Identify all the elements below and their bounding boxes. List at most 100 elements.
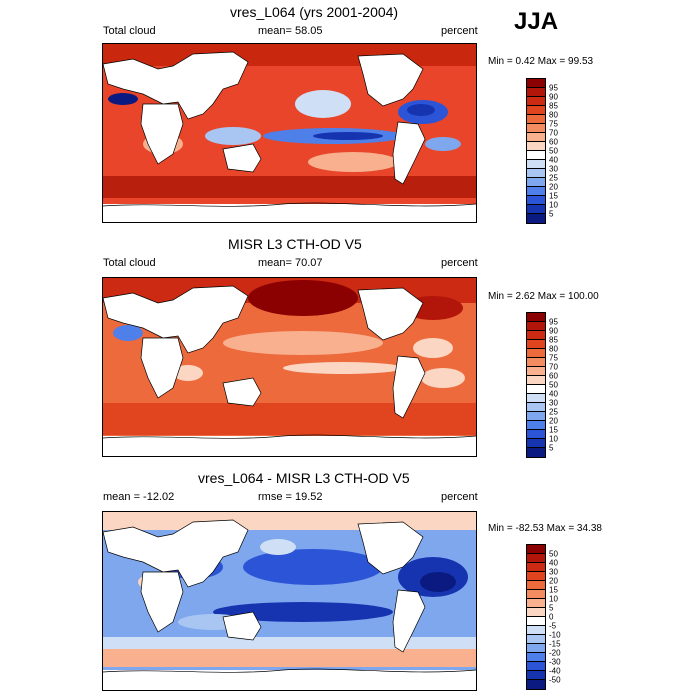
panel2-title: MISR L3 CTH-OD V5 [228, 236, 362, 252]
panel2-colorbar [526, 312, 546, 458]
colorbar-swatch [527, 439, 545, 448]
colorbar-tick-label: 5 [549, 209, 554, 219]
colorbar-tick-label: 80 [549, 344, 558, 354]
colorbar-swatch [527, 671, 545, 680]
colorbar-tick-label: -40 [549, 666, 561, 676]
colorbar-swatch [527, 349, 545, 358]
colorbar-tick-label: 15 [549, 585, 558, 595]
colorbar-tick-label: 60 [549, 371, 558, 381]
colorbar-tick-label: 5 [549, 443, 554, 453]
colorbar-tick-label: 95 [549, 317, 558, 327]
colorbar-tick-label: 50 [549, 146, 558, 156]
colorbar-tick-label: 30 [549, 164, 558, 174]
colorbar-tick-label: -15 [549, 639, 561, 649]
panel3-map [102, 511, 477, 691]
colorbar-swatch [527, 340, 545, 349]
colorbar-swatch [527, 124, 545, 133]
panel1-units-label: percent [441, 25, 478, 37]
colorbar-swatch [527, 554, 545, 563]
colorbar-swatch [527, 358, 545, 367]
colorbar-swatch [527, 617, 545, 626]
colorbar-swatch [527, 169, 545, 178]
colorbar-tick-label: 5 [549, 603, 554, 613]
panel3-minmax: Min = -82.53 Max = 34.38 [488, 523, 602, 534]
panel1-map [102, 43, 477, 223]
colorbar-swatch [527, 196, 545, 205]
colorbar-swatch [527, 214, 545, 223]
colorbar-swatch [527, 376, 545, 385]
colorbar-swatch [527, 160, 545, 169]
colorbar-swatch [527, 79, 545, 88]
colorbar-tick-label: 0 [549, 612, 554, 622]
panel2-minmax: Min = 2.62 Max = 100.00 [488, 291, 599, 302]
colorbar-swatch [527, 430, 545, 439]
panel3-rmse-label: rmse = 19.52 [258, 491, 323, 503]
colorbar-tick-label: 10 [549, 594, 558, 604]
colorbar-tick-label: 70 [549, 362, 558, 372]
colorbar-swatch [527, 590, 545, 599]
colorbar-swatch [527, 662, 545, 671]
colorbar-swatch [527, 412, 545, 421]
colorbar-swatch [527, 403, 545, 412]
colorbar-swatch [527, 322, 545, 331]
colorbar-swatch [527, 115, 545, 124]
colorbar-tick-label: 40 [549, 389, 558, 399]
colorbar-swatch [527, 644, 545, 653]
panel3-units-label: percent [441, 491, 478, 503]
panel2-units-label: percent [441, 257, 478, 269]
panel3-title: vres_L064 - MISR L3 CTH-OD V5 [198, 470, 410, 486]
colorbar-tick-label: 85 [549, 101, 558, 111]
colorbar-tick-label: 90 [549, 326, 558, 336]
colorbar-tick-label: 75 [549, 353, 558, 363]
colorbar-tick-label: 90 [549, 92, 558, 102]
season-label: JJA [514, 8, 559, 35]
colorbar-swatch [527, 142, 545, 151]
colorbar-swatch [527, 653, 545, 662]
colorbar-swatch [527, 572, 545, 581]
colorbar-swatch [527, 394, 545, 403]
colorbar-tick-label: 10 [549, 434, 558, 444]
panel3-mean-label: mean = -12.02 [103, 491, 175, 503]
colorbar-swatch [527, 205, 545, 214]
colorbar-swatch [527, 313, 545, 322]
colorbar-swatch [527, 367, 545, 376]
panel1-left-label: Total cloud [103, 25, 156, 37]
colorbar-tick-label: 15 [549, 425, 558, 435]
panel2-map [102, 277, 477, 457]
colorbar-tick-label: -50 [549, 675, 561, 685]
colorbar-tick-label: 85 [549, 335, 558, 345]
panel1-title: vres_L064 (yrs 2001-2004) [230, 4, 399, 20]
panel2-mean-label: mean= 70.07 [258, 257, 323, 269]
colorbar-tick-label: -5 [549, 621, 557, 631]
colorbar-swatch [527, 448, 545, 457]
colorbar-swatch [527, 599, 545, 608]
colorbar-swatch [527, 626, 545, 635]
panel3-colorbar [526, 544, 546, 690]
colorbar-tick-label: 40 [549, 155, 558, 165]
panel1-minmax: Min = 0.42 Max = 99.53 [488, 56, 594, 67]
colorbar-tick-label: -20 [549, 648, 561, 658]
colorbar-tick-label: 30 [549, 567, 558, 577]
colorbar-tick-label: 50 [549, 380, 558, 390]
colorbar-tick-label: 25 [549, 173, 558, 183]
colorbar-swatch [527, 97, 545, 106]
colorbar-tick-label: 20 [549, 576, 558, 586]
colorbar-swatch [527, 178, 545, 187]
colorbar-swatch [527, 581, 545, 590]
colorbar-swatch [527, 151, 545, 160]
colorbar-swatch [527, 635, 545, 644]
colorbar-swatch [527, 331, 545, 340]
colorbar-swatch [527, 88, 545, 97]
colorbar-tick-label: 60 [549, 137, 558, 147]
colorbar-swatch [527, 385, 545, 394]
colorbar-tick-label: -10 [549, 630, 561, 640]
colorbar-tick-label: 80 [549, 110, 558, 120]
colorbar-tick-label: 20 [549, 182, 558, 192]
colorbar-tick-label: 20 [549, 416, 558, 426]
colorbar-tick-label: 50 [549, 549, 558, 559]
colorbar-swatch [527, 563, 545, 572]
colorbar-swatch [527, 608, 545, 617]
colorbar-tick-label: 25 [549, 407, 558, 417]
colorbar-swatch [527, 421, 545, 430]
colorbar-tick-label: -30 [549, 657, 561, 667]
